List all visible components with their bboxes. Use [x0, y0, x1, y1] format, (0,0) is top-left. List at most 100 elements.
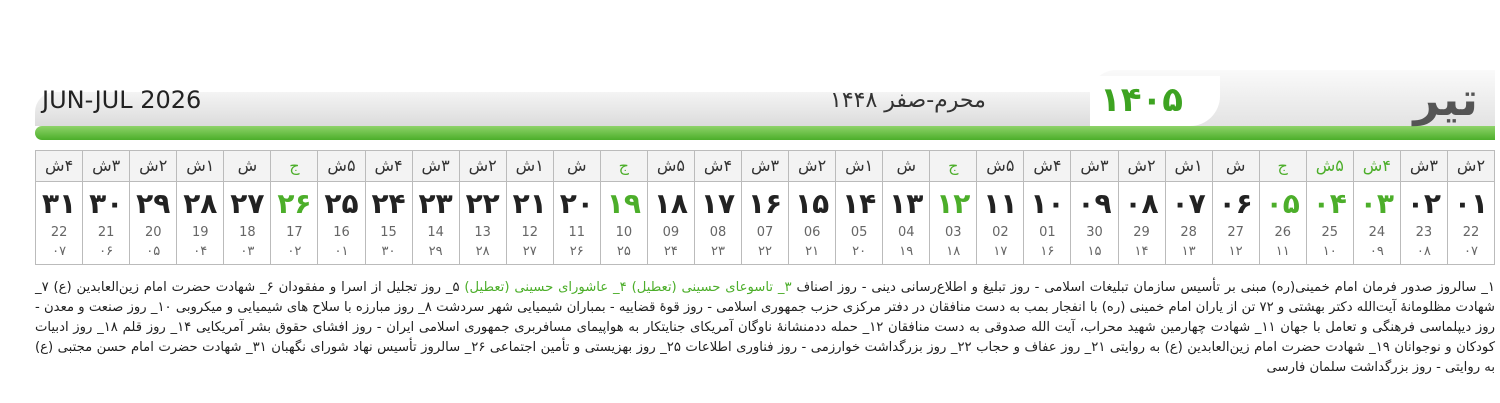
- gregorian-day: 22: [50, 225, 68, 240]
- weekday: ج: [930, 151, 977, 182]
- gregorian-day: 30: [1086, 225, 1103, 240]
- day-number: ۰۵: [1265, 187, 1300, 220]
- day-column: ج ۱۲ 03 ۱۸: [930, 151, 978, 264]
- hijri-day: ۰۲: [287, 244, 302, 259]
- day-column: ۴ش ۱۷ 08 ۲۳: [694, 151, 742, 264]
- day-number: ۰۱: [1453, 187, 1489, 220]
- weekday: ۴ش: [1353, 151, 1400, 182]
- gregorian-day: 24: [1368, 225, 1386, 240]
- day-number: ۳۰: [89, 187, 124, 220]
- gregorian-day: 11: [568, 225, 586, 240]
- hijri-day: ۲۷: [522, 244, 537, 259]
- gregorian-day: 10: [615, 225, 633, 240]
- hijri-day: ۱۱: [1275, 244, 1290, 259]
- weekday: ش: [553, 151, 600, 182]
- day-column: ۱ش ۰۷ 28 ۱۳: [1165, 151, 1213, 264]
- hijri-day: ۰۹: [1369, 244, 1384, 259]
- gregorian-day: 22: [1462, 225, 1480, 240]
- gregorian-day: 14: [427, 225, 444, 240]
- day-number: ۱۸: [653, 187, 688, 220]
- weekday: ۳ش: [742, 151, 789, 182]
- month-title: تیر: [1413, 72, 1478, 126]
- day-column: ۴ش ۱۰ 01 ۱۶: [1024, 151, 1072, 264]
- gregorian-day: 13: [474, 225, 491, 240]
- gregorian-day: 16: [333, 225, 350, 240]
- day-column: ۵ش ۱۸ 09 ۲۴: [647, 151, 695, 264]
- day-number: ۲۱: [512, 187, 547, 220]
- weekday: ۳ش: [83, 151, 130, 182]
- day-column: ج ۲۶ 17 ۰۲: [271, 151, 319, 264]
- hijri-day: ۱۶: [1040, 244, 1055, 259]
- day-column: ۱ش ۲۸ 19 ۰۴: [177, 151, 225, 264]
- gregorian-day: 25: [1321, 225, 1339, 240]
- note-segment: ۳_ تاسوعای حسینی (تعطیل) ۴_ عاشورای حسین…: [464, 280, 792, 295]
- hijri-day: ۱۹: [899, 244, 914, 259]
- day-column: ۴ش ۰۳ 24 ۰۹: [1353, 151, 1401, 264]
- day-number: ۲۴: [371, 187, 406, 220]
- note-segment: ۱_ سالروز صدور فرمان امام خمینی(ره) مبنی…: [796, 280, 1495, 295]
- gregorian-day: 06: [803, 225, 821, 240]
- day-column: ۳ش ۰۲ 23 ۰۸: [1400, 151, 1448, 264]
- day-number: ۰۸: [1124, 187, 1159, 220]
- hijri-day: ۰۱: [334, 244, 349, 259]
- hijri-day: ۱۳: [1181, 244, 1196, 259]
- weekday: ۴ش: [36, 151, 83, 182]
- day-column: ۵ش ۰۴ 25 ۱۰: [1306, 151, 1354, 264]
- hijri-day: ۱۸: [946, 244, 961, 259]
- day-number: ۰۶: [1218, 187, 1253, 220]
- hijri-day: ۲۸: [475, 244, 490, 259]
- day-number: ۱۵: [795, 187, 830, 220]
- day-number: ۲۶: [277, 187, 312, 220]
- day-column: ۳ش ۰۹ 30 ۱۵: [1071, 151, 1119, 264]
- year: ۱۴۰۵: [1100, 80, 1184, 120]
- weekday: ۳ش: [1071, 151, 1118, 182]
- hijri-day: ۲۱: [805, 244, 820, 259]
- hijri-day: ۲۲: [758, 244, 773, 259]
- day-column: ش ۰۶ 27 ۱۲: [1212, 151, 1260, 264]
- gregorian-day: 20: [144, 225, 162, 240]
- day-column: ۱ش ۱۴ 05 ۲۰: [836, 151, 884, 264]
- gregorian-day: 12: [521, 225, 538, 240]
- header-band: [35, 92, 1235, 126]
- day-number: ۰۳: [1359, 187, 1394, 220]
- gregorian-day: 09: [662, 225, 680, 240]
- weekday: ۱ش: [177, 151, 224, 182]
- gregorian-day: 27: [1227, 225, 1244, 240]
- day-number: ۱۶: [747, 187, 783, 220]
- weekday: ۴ش: [1024, 151, 1071, 182]
- day-number: ۱۴: [842, 187, 877, 220]
- weekday: ۲ش: [459, 151, 506, 182]
- hijri-day: ۱۵: [1087, 244, 1102, 259]
- day-number: ۲۵: [324, 187, 359, 220]
- gregorian-day: 03: [945, 225, 962, 240]
- gregorian-day: 23: [1415, 225, 1433, 240]
- weekday: ش: [1212, 151, 1259, 182]
- weekday: ۵ش: [318, 151, 365, 182]
- hijri-day: ۱۰: [1322, 244, 1337, 259]
- day-column: ۲ش ۰۸ 29 ۱۴: [1118, 151, 1166, 264]
- hijri-day: ۲۶: [569, 244, 584, 259]
- hijri-day: ۲۹: [428, 244, 443, 259]
- gregorian-months: JUN-JUL 2026: [42, 86, 202, 114]
- gregorian-day: 29: [1133, 225, 1150, 240]
- day-column: ۲ش ۰۱ 22 ۰۷: [1447, 151, 1495, 264]
- day-number: ۲۹: [136, 187, 171, 220]
- day-column: ۴ش ۲۴ 15 ۳۰: [365, 151, 413, 264]
- hijri-day: ۰۸: [1416, 244, 1431, 259]
- day-number: ۱۷: [700, 187, 736, 220]
- day-column: ۵ش ۱۱ 02 ۱۷: [977, 151, 1025, 264]
- hijri-day: ۰۶: [99, 244, 114, 259]
- hijri-day: ۰۷: [52, 244, 67, 259]
- green-bar: [35, 126, 1495, 140]
- day-number: ۲۰: [559, 187, 594, 220]
- gregorian-day: 07: [756, 225, 774, 240]
- day-column: ش ۲۷ 18 ۰۳: [224, 151, 272, 264]
- weekday: ۲ش: [130, 151, 177, 182]
- day-column: ۳ش ۱۶ 07 ۲۲: [742, 151, 790, 264]
- day-number: ۰۹: [1077, 187, 1112, 220]
- weekday: ۲ش: [1118, 151, 1165, 182]
- weekday: ۱ش: [506, 151, 553, 182]
- hijri-day: ۲۰: [852, 244, 867, 259]
- day-column: ج ۰۵ 26 ۱۱: [1259, 151, 1307, 264]
